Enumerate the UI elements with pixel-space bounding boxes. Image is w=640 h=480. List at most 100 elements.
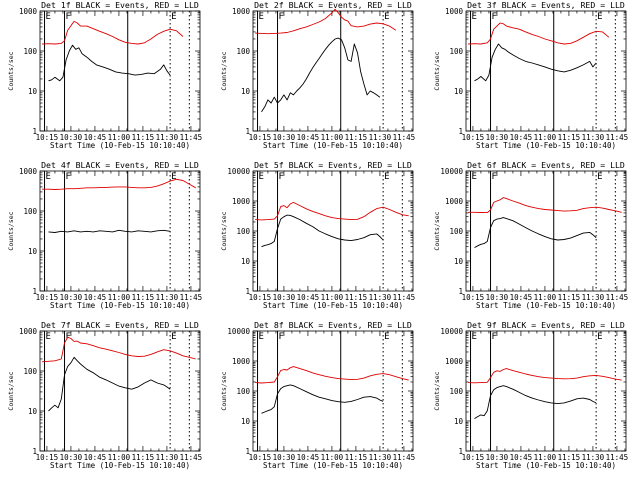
event-marker-label: E — [472, 332, 477, 342]
event-marker-label: F — [492, 332, 497, 342]
panel-title: Det 2f BLACK = Events, RED = LLD — [254, 0, 412, 10]
x-tick-label: 11:45 — [606, 293, 629, 302]
plot-frame — [465, 10, 627, 132]
y-axis-label: Counts/sec — [7, 51, 15, 90]
y-tick-label: 100 — [23, 207, 37, 216]
start-time-label: Start Time (10-Feb-15 10:10:40) — [50, 141, 190, 150]
lld-series-line — [255, 8, 397, 35]
detector-panel: Det 9f BLACK = Events, RED = LLD 1 10 100 10… — [433, 320, 628, 470]
y-tick-label: 10000 — [440, 327, 463, 336]
event-marker-label: E — [171, 172, 176, 182]
y-tick-label: 10 — [241, 417, 251, 426]
lld-series-line — [42, 20, 184, 45]
start-time-label: Start Time (10-Feb-15 10:10:40) — [50, 461, 190, 470]
events-series-line — [474, 43, 597, 82]
x-tick-label: 11:45 — [606, 133, 629, 142]
y-tick-label: 1 — [32, 127, 37, 136]
x-tick-label: 10:30 — [60, 453, 83, 462]
x-tick-label: 10:45 — [297, 453, 320, 462]
plot-frame — [39, 170, 201, 292]
event-marker-label: F — [279, 332, 284, 342]
x-tick-label: 11:45 — [180, 133, 203, 142]
detector-panel: Det 3f BLACK = Events, RED = LLD 1 10 100 10… — [433, 0, 628, 150]
y-tick-label: 10 — [241, 87, 251, 96]
x-tick-label: 10:45 — [510, 293, 533, 302]
event-marker-label: E — [46, 12, 51, 22]
y-tick-label: 10000 — [440, 167, 463, 176]
event-marker-label: E — [384, 172, 389, 182]
x-tick-label: 11:15 — [558, 453, 581, 462]
x-tick-label: 10:15 — [462, 453, 485, 462]
x-tick-label: 11:45 — [393, 293, 416, 302]
x-tick-label: 10:30 — [273, 293, 296, 302]
event-marker-label: E — [259, 172, 264, 182]
event-marker-label: F — [492, 172, 497, 182]
x-tick-label: 10:45 — [84, 453, 107, 462]
y-tick-label: 100 — [23, 367, 37, 376]
x-tick-label: 11:15 — [558, 133, 581, 142]
y-tick-label: 10 — [454, 257, 464, 266]
panel-title: Det 9f BLACK = Events, RED = LLD — [467, 320, 625, 330]
x-tick-label: 11:45 — [606, 453, 629, 462]
event-marker-label: F — [492, 12, 497, 22]
events-series-line — [474, 385, 597, 419]
start-time-label: Start Time (10-Feb-15 10:10:40) — [263, 141, 403, 150]
x-tick-label: 11:15 — [345, 453, 368, 462]
event-marker-label: F — [66, 172, 71, 182]
event-marker-label: E — [597, 332, 602, 342]
event-marker-label: E — [472, 172, 477, 182]
detector-panel: Det 7f BLACK = Events, RED = LLD 1 10 100 10… — [7, 320, 202, 470]
event-marker-label: E — [46, 172, 51, 182]
x-tick-label: 10:15 — [249, 133, 272, 142]
start-time-label: Start Time (10-Feb-15 10:10:40) — [476, 461, 616, 470]
y-tick-label: 100 — [236, 47, 250, 56]
events-series-line — [261, 37, 381, 113]
x-tick-label: 10:45 — [84, 293, 107, 302]
start-time-label: Start Time (10-Feb-15 10:10:40) — [50, 301, 190, 310]
x-tick-label: 10:45 — [510, 133, 533, 142]
events-series-line — [48, 229, 171, 233]
x-tick-label: 10:30 — [486, 293, 509, 302]
detector-panel: Det 4f BLACK = Events, RED = LLD 1 10 100 10… — [7, 160, 202, 310]
lld-series-line — [468, 368, 622, 384]
x-tick-label: 11:00 — [108, 293, 131, 302]
y-tick-label: 1000 — [232, 357, 251, 366]
x-tick-label: 11:30 — [369, 453, 392, 462]
y-axis-label: Counts/sec — [7, 211, 15, 250]
event-marker-label: F — [279, 12, 284, 22]
lld-series-line — [468, 22, 610, 45]
start-time-label: Start Time (10-Feb-15 10:10:40) — [476, 301, 616, 310]
x-tick-label: 11:00 — [108, 453, 131, 462]
x-tick-label: 10:30 — [486, 453, 509, 462]
y-tick-label: 1 — [458, 127, 463, 136]
x-tick-label: 11:00 — [534, 453, 557, 462]
y-tick-label: 10 — [28, 247, 38, 256]
x-tick-label: 11:00 — [321, 133, 344, 142]
y-axis-label: Counts/sec — [7, 371, 15, 410]
x-tick-label: 11:15 — [132, 133, 155, 142]
x-tick-label: 11:30 — [369, 293, 392, 302]
x-tick-label: 10:30 — [273, 453, 296, 462]
event-marker-label: E — [384, 332, 389, 342]
start-time-label: Start Time (10-Feb-15 10:10:40) — [476, 141, 616, 150]
x-tick-label: 10:15 — [462, 133, 485, 142]
event-marker-label: E — [171, 332, 176, 342]
x-tick-label: 11:30 — [582, 453, 605, 462]
events-series-line — [48, 356, 171, 412]
detector-panel: Det 5f BLACK = Events, RED = LLD 1 10 100 10… — [220, 160, 415, 310]
y-tick-label: 1000 — [232, 197, 251, 206]
x-tick-label: 11:15 — [345, 133, 368, 142]
x-tick-label: 10:45 — [297, 293, 320, 302]
y-axis-label: Counts/sec — [220, 211, 228, 250]
lld-series-line — [255, 366, 409, 384]
x-tick-label: 11:00 — [534, 293, 557, 302]
events-series-line — [261, 214, 384, 248]
y-tick-label: 1 — [458, 287, 463, 296]
event-marker-label: F — [66, 12, 71, 22]
y-tick-label: 1 — [458, 447, 463, 456]
x-tick-label: 11:30 — [156, 133, 179, 142]
x-tick-label: 11:45 — [393, 133, 416, 142]
x-tick-label: 11:15 — [558, 293, 581, 302]
x-tick-label: 10:30 — [273, 133, 296, 142]
x-tick-label: 10:45 — [510, 453, 533, 462]
